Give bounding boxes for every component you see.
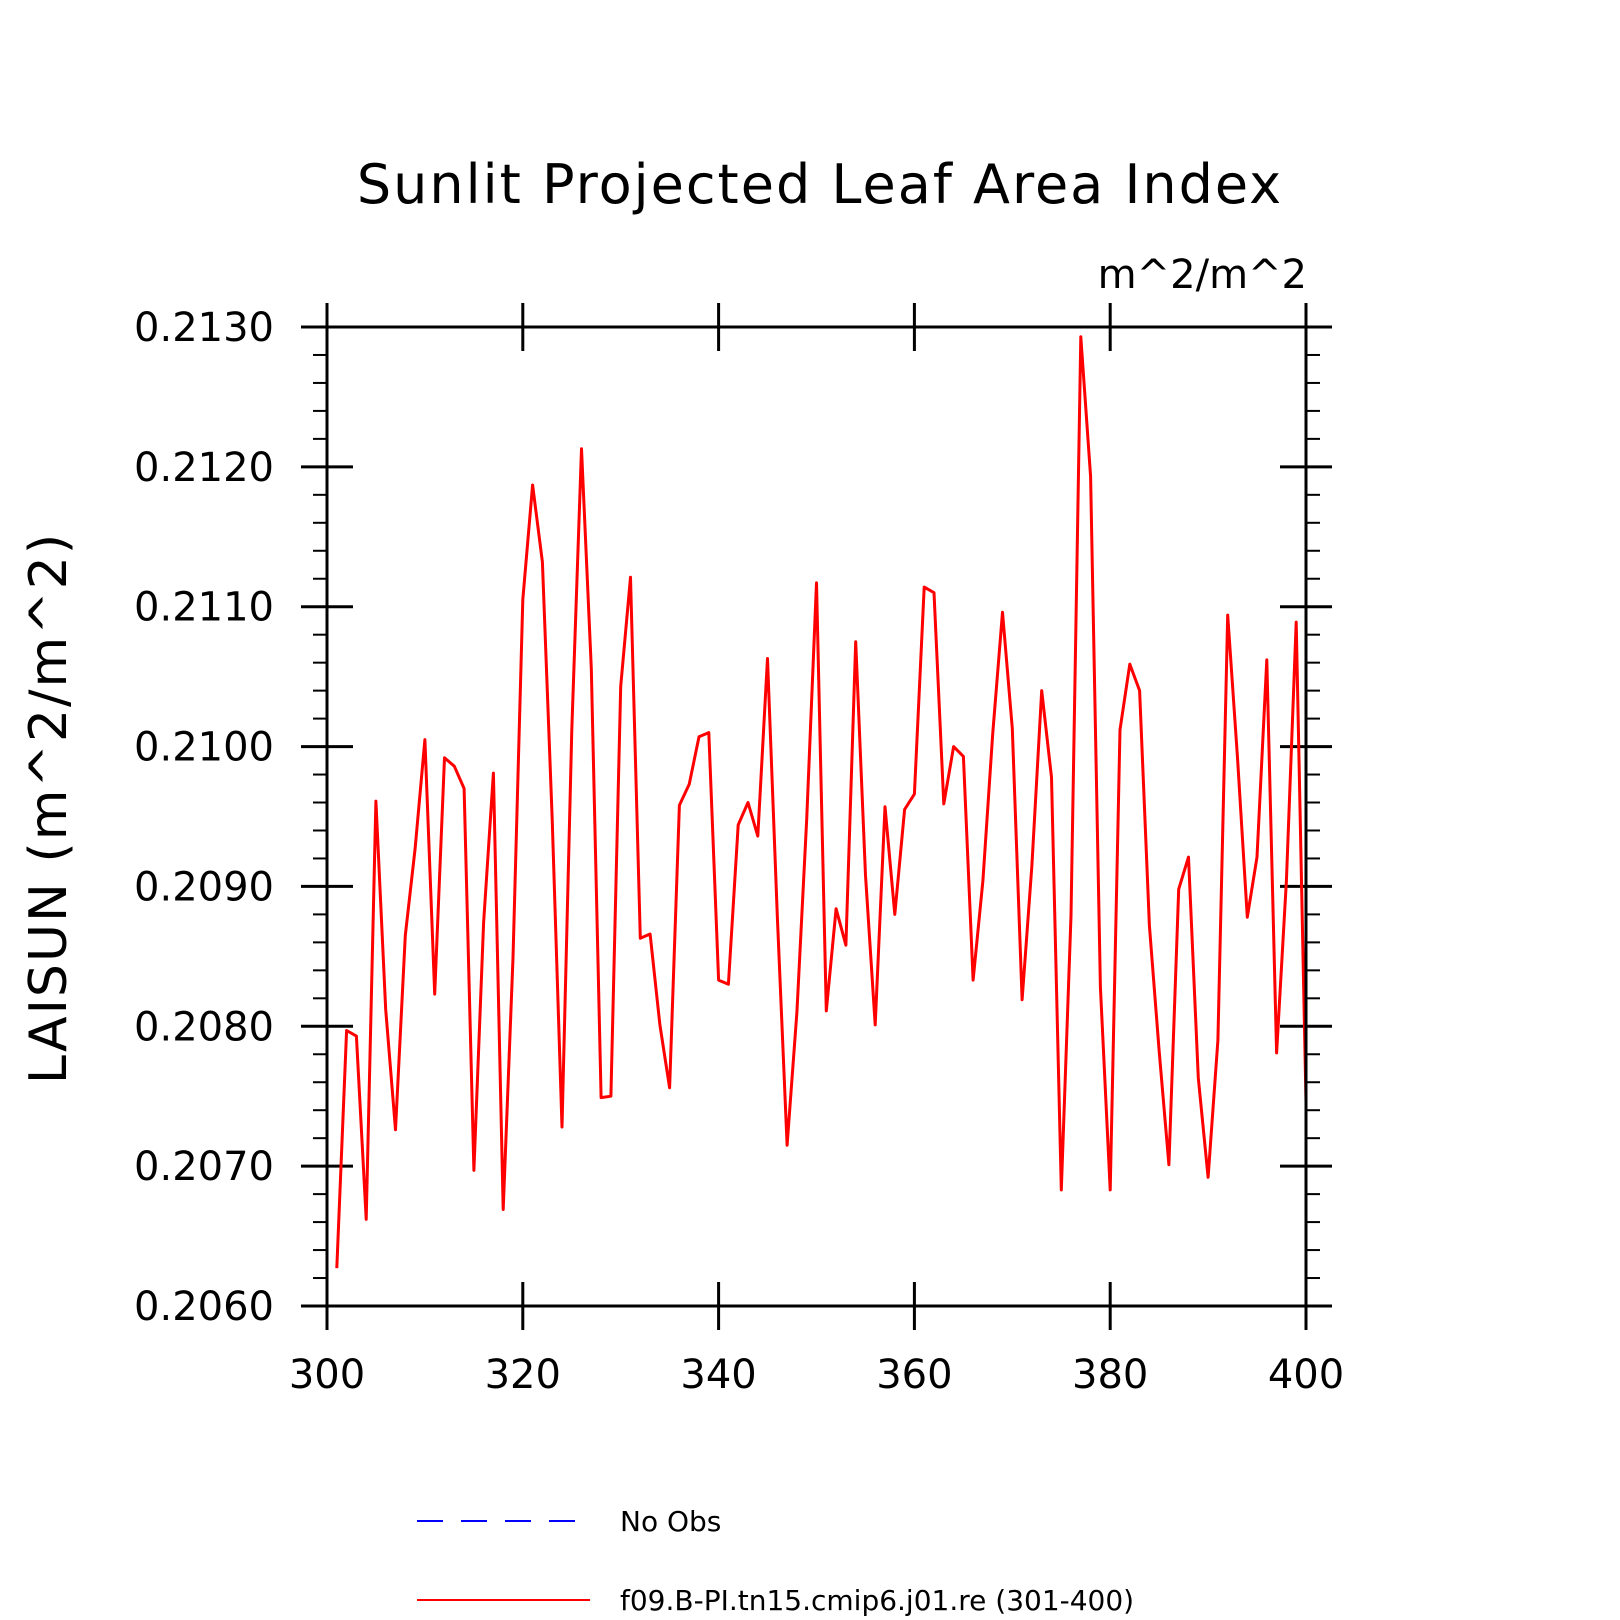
x-tick-label: 300 xyxy=(289,1352,365,1398)
y-tick-label: 0.2060 xyxy=(134,1284,274,1330)
legend: No Obs f09.B-PI.tn15.cmip6.j01.re (301-40… xyxy=(417,1505,1134,1617)
y-tick-label: 0.2120 xyxy=(134,445,274,491)
units-label: m^2/m^2 xyxy=(1098,252,1307,298)
y-axis-label: LAISUN (m^2/m^2) xyxy=(19,532,79,1084)
y-tick-label: 0.2090 xyxy=(134,864,274,910)
axis-ticks xyxy=(301,303,1332,1330)
x-tick-label: 320 xyxy=(485,1352,561,1398)
legend-label: f09.B-PI.tn15.cmip6.j01.re (301-400) xyxy=(620,1584,1134,1617)
x-tick-label: 340 xyxy=(680,1352,756,1398)
y-tick-label: 0.2110 xyxy=(134,585,274,631)
legend-label: No Obs xyxy=(620,1505,721,1538)
axis-tick-labels: 300 320 340 360 380 400 0.2060 0.2070 0.2080 0.20… xyxy=(134,305,1344,1398)
x-tick-label: 360 xyxy=(876,1352,952,1398)
y-tick-label: 0.2100 xyxy=(134,725,274,771)
x-tick-label: 380 xyxy=(1072,1352,1148,1398)
y-tick-label: 0.2080 xyxy=(134,1004,274,1050)
y-tick-label: 0.2130 xyxy=(134,305,274,351)
chart-title: Sunlit Projected Leaf Area Index xyxy=(357,153,1283,216)
plot-frame xyxy=(325,325,1308,1308)
x-tick-label: 400 xyxy=(1268,1352,1344,1398)
series-lines xyxy=(335,335,1308,1269)
y-tick-label: 0.2070 xyxy=(134,1144,274,1190)
series-line xyxy=(335,335,1308,1269)
